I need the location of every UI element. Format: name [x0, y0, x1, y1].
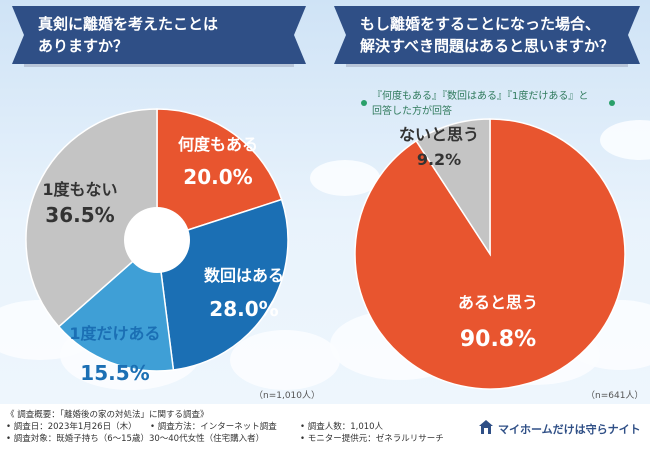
footer-method: • 調査方法：インターネット調査	[150, 422, 277, 432]
pie-charts: 何度もある 20.0% 数回はある 28.0% 1度だけある 15.5% 1度もない 36.5…	[25, 108, 626, 390]
right-note-line1: 『何度もある』『数回はある』『1度だけある』と	[372, 91, 589, 102]
left-pie	[25, 108, 289, 372]
footer-target: • 調査対象：既婚子持ち（6～15歳）30～40代女性（住宅購入者）	[6, 434, 265, 444]
left-pie-slice-0	[156, 108, 283, 242]
note-dot-left	[361, 100, 367, 106]
right-pie-label-0: あると思う	[458, 293, 538, 312]
right-pie-value-1: 9.2%	[417, 150, 461, 169]
note-dot-right	[609, 100, 615, 106]
right-sample-size: （n=641人）	[586, 391, 644, 401]
left-question-line2: ありますか？	[38, 37, 129, 55]
left-pie-value-2: 15.5%	[80, 361, 149, 385]
survey-footer: 《 調査概要：「離婚後の家の対処法」に関する調査》 • 調査日：2023年1月2…	[0, 404, 650, 450]
footer-provider: • モニター提供元：ゼネラルリサーチ	[300, 434, 444, 444]
right-pie-value-0: 90.8%	[460, 327, 536, 352]
left-pie-label-3: 1度もない	[42, 180, 117, 199]
left-question-banner: 真剣に離婚を考えたことは ありますか？	[12, 6, 306, 64]
right-question-line1: もし離婚をすることになった場合、	[360, 15, 601, 33]
right-pie-slice-1	[415, 118, 491, 257]
footer-date: • 調査日：2023年1月26日（木）	[6, 422, 137, 432]
left-pie-label-2: 1度だけある	[69, 324, 160, 343]
footer-count: • 調査人数：1,010人	[300, 422, 384, 432]
right-question-banner: もし離婚をすることになった場合、 解決すべき問題はあると思いますか？	[334, 6, 640, 64]
left-pie-value-3: 36.5%	[45, 203, 114, 227]
left-sample-size: （n=1,010人）	[254, 391, 321, 401]
brand-logo: マイホームだけは守らナイト	[478, 418, 643, 438]
right-note: 『何度もある』『数回はある』『1度だけある』と 回答した方が回答	[372, 89, 588, 119]
right-note-line2: 回答した方が回答	[372, 106, 452, 117]
left-question-line1: 真剣に離婚を考えたことは	[38, 15, 219, 33]
left-pie-slice-2	[57, 238, 175, 372]
pie-labels: 何度もある 20.0% 数回はある 28.0% 1度だけある 15.5% 1度もない 36.5…	[42, 125, 538, 385]
right-pie	[354, 118, 626, 390]
left-pie-label-1: 数回はある	[204, 266, 284, 285]
house-icon	[479, 420, 493, 434]
left-pie-value-1: 28.0%	[209, 297, 278, 321]
left-pie-slice-3	[25, 108, 158, 328]
left-pie-donut-hole	[124, 207, 190, 273]
right-question-line2: 解決すべき問題はあると思いますか？	[360, 37, 614, 55]
left-pie-label-0: 何度もある	[178, 135, 258, 154]
footer-title: 《 調査概要：「離婚後の家の対処法」に関する調査》	[6, 410, 209, 420]
brand-logo-text: マイホームだけは守らナイト	[498, 423, 641, 436]
left-pie-value-0: 20.0%	[183, 165, 252, 189]
right-pie-label-1: ないと思う	[399, 125, 479, 144]
